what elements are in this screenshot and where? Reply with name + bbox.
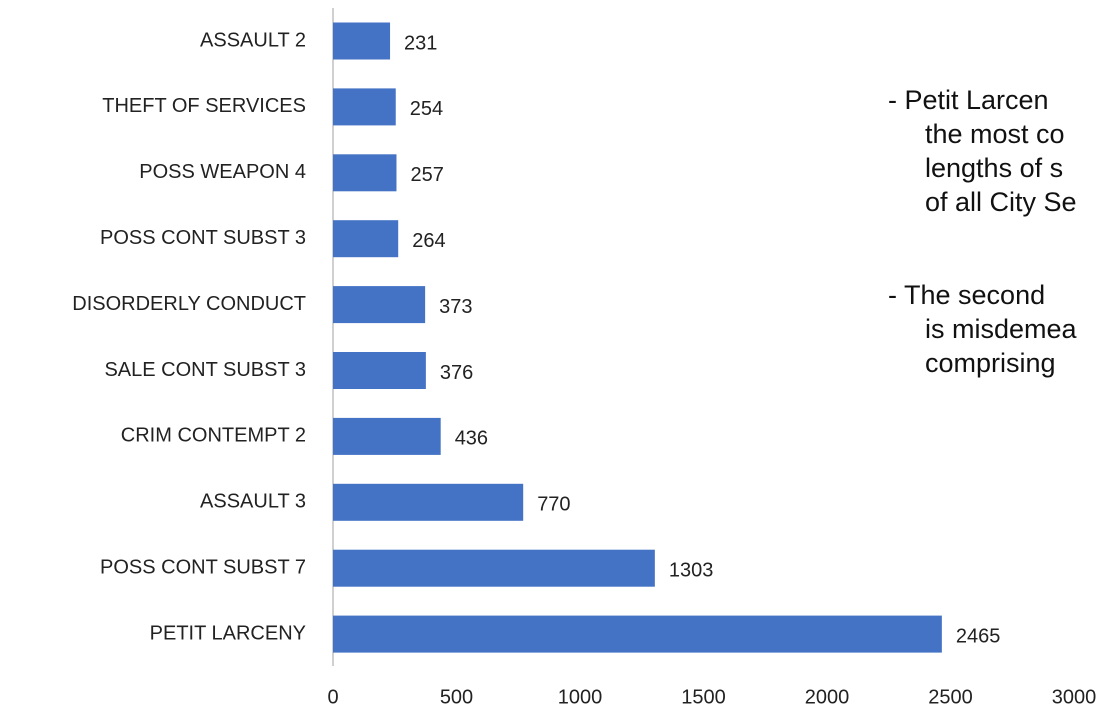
bar bbox=[333, 88, 396, 126]
data-label: 2465 bbox=[956, 625, 1001, 647]
data-label: 257 bbox=[410, 164, 443, 186]
annotation: is misdemea bbox=[925, 314, 1078, 344]
x-tick-label: 0 bbox=[327, 686, 338, 708]
data-label: 231 bbox=[404, 32, 437, 54]
x-tick-label: 3000 bbox=[1052, 686, 1097, 708]
y-tick-label: ASSAULT 2 bbox=[200, 29, 306, 51]
annotation: lengths of s bbox=[925, 153, 1063, 183]
data-label: 770 bbox=[537, 494, 570, 516]
bar bbox=[333, 220, 399, 258]
data-label: 254 bbox=[410, 98, 443, 120]
y-tick-label: SALE CONT SUBST 3 bbox=[104, 359, 306, 381]
x-tick-label: 2000 bbox=[805, 686, 850, 708]
x-tick-label: 1000 bbox=[558, 686, 603, 708]
data-label: 264 bbox=[412, 230, 445, 252]
y-tick-label: CRIM CONTEMPT 2 bbox=[121, 425, 306, 447]
bar bbox=[333, 286, 426, 324]
data-label: 373 bbox=[439, 296, 472, 318]
y-tick-label: POSS CONT SUBST 3 bbox=[100, 227, 306, 249]
y-tick-label: POSS CONT SUBST 7 bbox=[100, 556, 306, 578]
y-tick-label: PETIT LARCENY bbox=[150, 622, 306, 644]
annotation: of all City Se bbox=[925, 187, 1077, 217]
annotation: comprising bbox=[925, 348, 1056, 378]
data-label: 1303 bbox=[669, 559, 714, 581]
bar bbox=[333, 549, 655, 587]
bar bbox=[333, 154, 397, 192]
x-tick-label: 500 bbox=[440, 686, 473, 708]
bar bbox=[333, 22, 391, 60]
x-tick-label: 1500 bbox=[681, 686, 726, 708]
annotation: the most co bbox=[925, 119, 1065, 149]
bar bbox=[333, 615, 942, 653]
bar bbox=[333, 417, 441, 455]
y-tick-label: THEFT OF SERVICES bbox=[102, 95, 306, 117]
annotation: - Petit Larcen bbox=[888, 85, 1049, 115]
y-tick-label: POSS WEAPON 4 bbox=[139, 161, 306, 183]
data-label: 436 bbox=[455, 428, 488, 450]
y-tick-label: DISORDERLY CONDUCT bbox=[72, 293, 306, 315]
y-tick-label: ASSAULT 3 bbox=[200, 491, 306, 513]
annotation: - The second bbox=[888, 280, 1045, 310]
bar bbox=[333, 483, 524, 521]
data-label: 376 bbox=[440, 362, 473, 384]
bar bbox=[333, 352, 426, 389]
x-tick-label: 2500 bbox=[928, 686, 973, 708]
